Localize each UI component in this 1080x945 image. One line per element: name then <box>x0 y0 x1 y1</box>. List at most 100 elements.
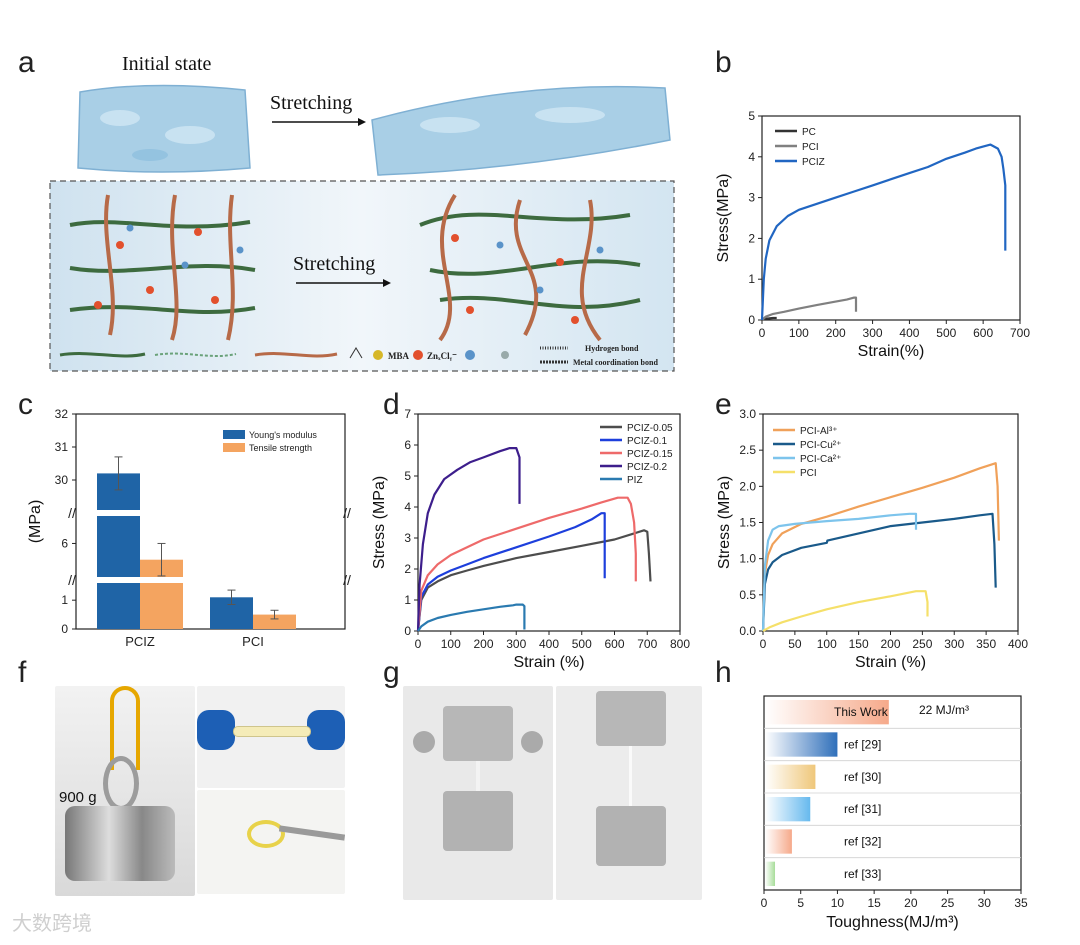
legend-label: PC <box>802 127 816 138</box>
x-tick-label: 300 <box>863 326 883 340</box>
panel-letter-d: d <box>383 388 400 421</box>
series-line-PCI-Al³⁺ <box>761 462 1000 632</box>
x-axis-label: Strain (%) <box>513 654 584 671</box>
legend-label: PCI <box>800 468 817 479</box>
photo-f-twist <box>197 686 345 788</box>
y-tick-label: 5 <box>404 469 411 483</box>
x-tick-label: 20 <box>904 896 918 910</box>
x-tick-label: 100 <box>441 637 461 651</box>
y-tick-label: 7 <box>404 407 411 421</box>
panel-letter-f: f <box>18 656 27 689</box>
y-tick-label: 3 <box>404 531 411 545</box>
break-bottom-mark-left: // <box>68 572 76 588</box>
bar-ref [30] <box>765 764 816 789</box>
category-label: ref [33] <box>844 867 881 881</box>
network-stretched <box>419 193 641 342</box>
bar-This Work <box>765 700 889 725</box>
x-tick-label: 100 <box>789 326 809 340</box>
x-tick-label: 700 <box>1010 326 1030 340</box>
x-tick-label: 15 <box>867 896 881 910</box>
series-line-PCI <box>762 590 929 632</box>
y-tick-label: 5 <box>748 109 755 123</box>
category-label: PCIZ <box>125 634 155 649</box>
break-bottom-mark-right: // <box>343 572 351 588</box>
value-annotation: 22 MJ/m³ <box>919 703 969 717</box>
legend-label: PCIZ <box>802 157 825 168</box>
schematic-legend: MBA ZnₓClᵧ⁻ Hydrogen bond Metal coordina… <box>59 344 658 367</box>
legend-swatch <box>223 443 245 452</box>
x-tick-label: 200 <box>826 326 846 340</box>
legend-label: PCIZ-0.2 <box>627 462 667 473</box>
stretching-label-top: Stretching <box>270 92 352 114</box>
initial-state-label: Initial state <box>122 53 212 75</box>
y-axis-label: Stress (MPa) <box>716 476 733 569</box>
legend-zn: ZnₓClᵧ⁻ <box>427 351 457 361</box>
bar-Tensile strength-PCI <box>253 614 296 629</box>
x-tick-label: 150 <box>849 637 869 651</box>
glove-left <box>197 710 235 750</box>
x-tick-label: 400 <box>539 637 559 651</box>
y-tick-label: 3 <box>748 191 755 205</box>
break-top <box>77 510 344 516</box>
sample <box>476 761 480 791</box>
legend-label: PCI-Ca²⁺ <box>800 454 841 465</box>
y-tick-label: 30 <box>55 473 69 487</box>
x-tick-label: 500 <box>936 326 956 340</box>
y-axis-label: Stress(MPa) <box>715 174 732 263</box>
y-tick-label: 4 <box>748 150 755 164</box>
y-tick-label: 0 <box>61 622 68 636</box>
schematic-box <box>49 180 675 372</box>
category-label: ref [29] <box>844 738 881 752</box>
legend-label: PCI-Cu²⁺ <box>800 440 841 451</box>
x-tick-label: 200 <box>473 637 493 651</box>
grip-knob <box>413 731 435 753</box>
weight <box>65 806 175 881</box>
chart-b: 0 100 200 300 400 500 600 700 0 1 2 3 4 5 Strain(%) Str… <box>715 109 1030 360</box>
category-label: PCI <box>242 634 264 649</box>
legend-label: PCI <box>802 142 819 153</box>
x-axis-label: Strain (%) <box>855 654 926 671</box>
y-tick-label: 2.5 <box>739 443 756 457</box>
ions <box>94 224 604 324</box>
x-tick-label: 800 <box>670 637 690 651</box>
x-tick-label: 30 <box>978 896 992 910</box>
y-tick-label: 1.0 <box>739 552 756 566</box>
bar-ref [29] <box>765 732 838 757</box>
x-tick-label: 10 <box>831 896 845 910</box>
series-line-PCI-Ca²⁺ <box>761 512 918 632</box>
x-axis-label: Toughness(MJ/m³) <box>826 914 958 931</box>
upper-grip <box>596 691 666 746</box>
x-tick-label: 300 <box>944 637 964 651</box>
watermark: 大数跨境 <box>12 912 92 935</box>
panel-letter-e: e <box>715 388 732 421</box>
y-tick-label: 2 <box>748 231 755 245</box>
legend-label: PIZ <box>627 475 643 486</box>
category-label: ref [31] <box>844 802 881 816</box>
legend-label: PCI-Al³⁺ <box>800 426 838 437</box>
x-tick-label: 0 <box>761 896 768 910</box>
legend-label: PCIZ-0.1 <box>627 436 667 447</box>
legend-label: PCIZ-0.05 <box>627 423 673 434</box>
chart-e: 0 50 100 150 200 250 300 350 400 0.0 0.5 1.0 1.5 2.0 2… <box>716 407 1028 671</box>
bar-ref [33] <box>765 861 776 886</box>
break-bottom <box>77 577 344 583</box>
x-tick-label: 500 <box>572 637 592 651</box>
y-tick-label: 4 <box>404 500 411 514</box>
plot-frame <box>761 115 1021 321</box>
panel-letter-g: g <box>383 656 400 689</box>
y-tick-label: 32 <box>55 407 69 421</box>
stretching-label-schematic: Stretching <box>293 253 375 275</box>
x-tick-label: 700 <box>637 637 657 651</box>
x-axis-label: Strain(%) <box>858 343 925 360</box>
y-tick-label: 6 <box>404 438 411 452</box>
gel-loop <box>247 820 285 848</box>
glove-right <box>307 710 345 750</box>
grip-knob <box>521 731 543 753</box>
y-tick-label: 0.0 <box>739 624 756 638</box>
legend-label: PCIZ-0.15 <box>627 449 673 460</box>
x-tick-label: 25 <box>941 896 955 910</box>
x-tick-label: 400 <box>1008 637 1028 651</box>
y-tick-label: 6 <box>61 536 68 550</box>
